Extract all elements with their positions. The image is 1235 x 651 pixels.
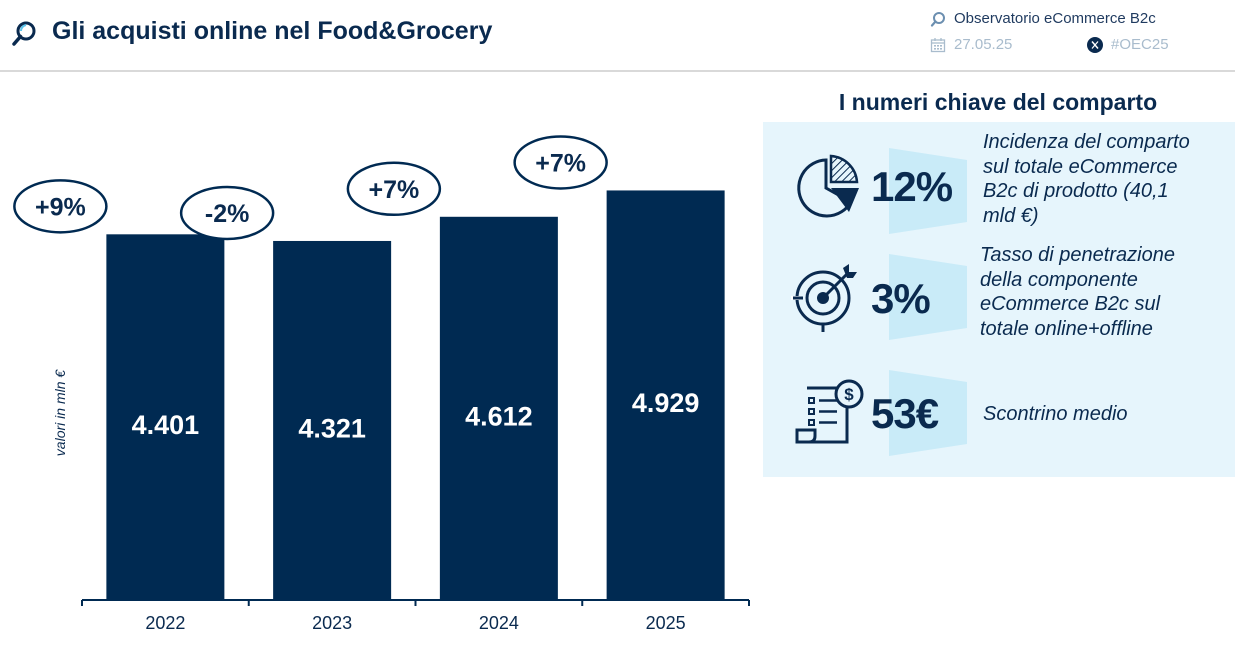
kpi-description-line: B2c di prodotto (40,1 [983, 180, 1169, 202]
date-label: 27.05.25 [930, 36, 1012, 53]
bar [106, 234, 225, 601]
kpi-value: 53€ [871, 390, 939, 437]
kpi-chevron-shape [889, 148, 967, 234]
kpi-description-line: Scontrino medio [983, 403, 1128, 425]
bar-chart-svg: 4.401 2022 4.321 2023 4.612 2024 4.929 2025 +9% -… [13, 135, 750, 633]
x-logo-icon [1087, 36, 1103, 53]
bar-value-label: 4.929 [632, 388, 700, 418]
receipt-icon: $ [795, 379, 864, 444]
kpi-value: 3% [871, 275, 931, 322]
growth-label: -2% [205, 200, 249, 228]
x-tick-label: 2025 [646, 613, 686, 633]
bar-value-label: 4.401 [132, 410, 200, 440]
growth-bubble [179, 185, 275, 241]
bar [273, 240, 392, 601]
magnifier-small-icon [930, 11, 945, 27]
target-icon [791, 264, 857, 332]
kpi-value: 12% [871, 163, 953, 210]
kpi-chevron-shape [889, 370, 967, 456]
source-label: Observatorio eCommerce B2c [930, 10, 1156, 27]
source-text: Observatorio eCommerce B2c [954, 10, 1156, 27]
kpi-description-line: mld €) [983, 204, 1039, 227]
bar [439, 216, 558, 600]
kpi-description-line: della componente [980, 268, 1138, 291]
bar [606, 190, 725, 600]
magnifier-logo-icon [12, 21, 36, 46]
calendar-icon [930, 37, 946, 52]
x-tick-label: 2023 [312, 613, 352, 633]
kpi-description-line: Incidenza del comparto [983, 131, 1190, 153]
hashtag-text: #OEC25 [1111, 36, 1169, 53]
kpi-description: Incidenza del comparto sul totale eComme… [983, 130, 1190, 228]
kpi-panel: 12% Incidenza del comparto sul totale eC… [763, 122, 1235, 477]
kpi-description-line: Tasso di penetrazione [980, 244, 1175, 266]
bar-value-label: 4.321 [298, 413, 366, 443]
growth-label: +7% [369, 176, 420, 204]
kpi-description-line: sul totale eCommerce [983, 155, 1178, 178]
x-tick-label: 2024 [479, 613, 519, 633]
date-text: 27.05.25 [954, 36, 1013, 53]
kpi-description-line: eCommerce B2c sul [980, 293, 1161, 315]
growth-bubble [346, 161, 442, 217]
panel-title: I numeri chiave del comparto [838, 89, 1158, 115]
kpi-chevron-shape [889, 254, 967, 340]
y-axis-label: valori in mln € [52, 369, 68, 457]
kpi-description: Scontrino medio [983, 402, 1128, 427]
growth-label: +9% [35, 193, 86, 221]
bar-value-label: 4.612 [465, 401, 533, 431]
growth-bubble [513, 135, 608, 190]
page-title: Gli acquisti online nel Food&Grocery [52, 17, 493, 45]
kpi-description: Tasso di penetrazione della componente e… [980, 243, 1175, 341]
pie-chart-icon [797, 154, 859, 218]
growth-bubble [13, 179, 108, 234]
x-tick-label: 2022 [145, 613, 185, 633]
growth-label: +7% [535, 149, 586, 177]
kpi-description-line: totale online+offline [980, 317, 1153, 340]
hashtag-label: #OEC25 [1087, 36, 1169, 53]
header: Gli acquisti online nel Food&Grocery Obs… [0, 0, 1235, 72]
bar-chart: 4.401 2022 4.321 2023 4.612 2024 4.929 2025 +9% -… [0, 72, 760, 646]
svg-text:$: $ [844, 385, 854, 404]
